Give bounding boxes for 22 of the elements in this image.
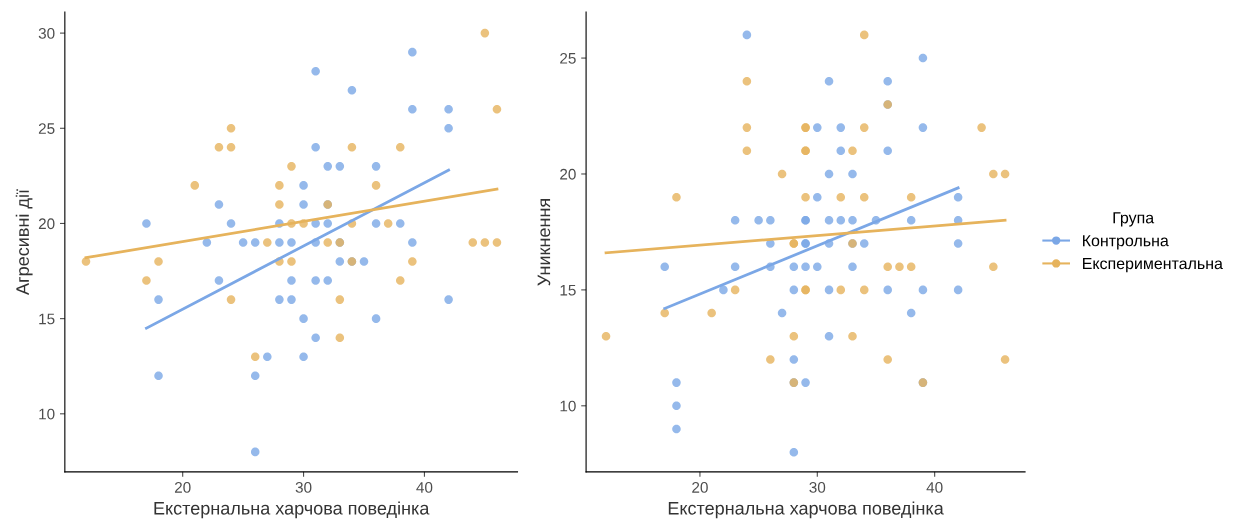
x-tick-label: 30 [295,481,312,493]
y-tick-label: 20 [560,168,576,180]
legend-title: Група [1113,212,1155,227]
x-tick-label: 30 [809,481,826,493]
y-tick-label: 15 [560,284,576,296]
y-tick-label: 30 [38,27,55,39]
x-tick-label: 20 [692,481,708,493]
legend-label: Контрольна [1083,235,1169,250]
y-tick-label: 25 [38,123,55,134]
y-axis-title: Агресивні дії [15,189,33,295]
x-axis-title: Екстернальна харчова поведінка [154,501,430,519]
y-tick-label: 10 [39,408,55,420]
x-axis-title: Екстернальна харчова поведінка [668,501,944,519]
y-tick-label: 10 [560,400,576,412]
legend-label: Експериментальна [1083,258,1223,273]
x-tick-label: 40 [416,481,433,493]
y-tick-label: 15 [39,313,55,325]
y-axis-title: Уникнення [537,199,551,286]
x-tick-label: 20 [174,481,191,493]
x-tick-label: 40 [926,481,943,493]
y-tick-label: 25 [560,52,576,64]
y-tick-label: 20 [38,218,55,230]
